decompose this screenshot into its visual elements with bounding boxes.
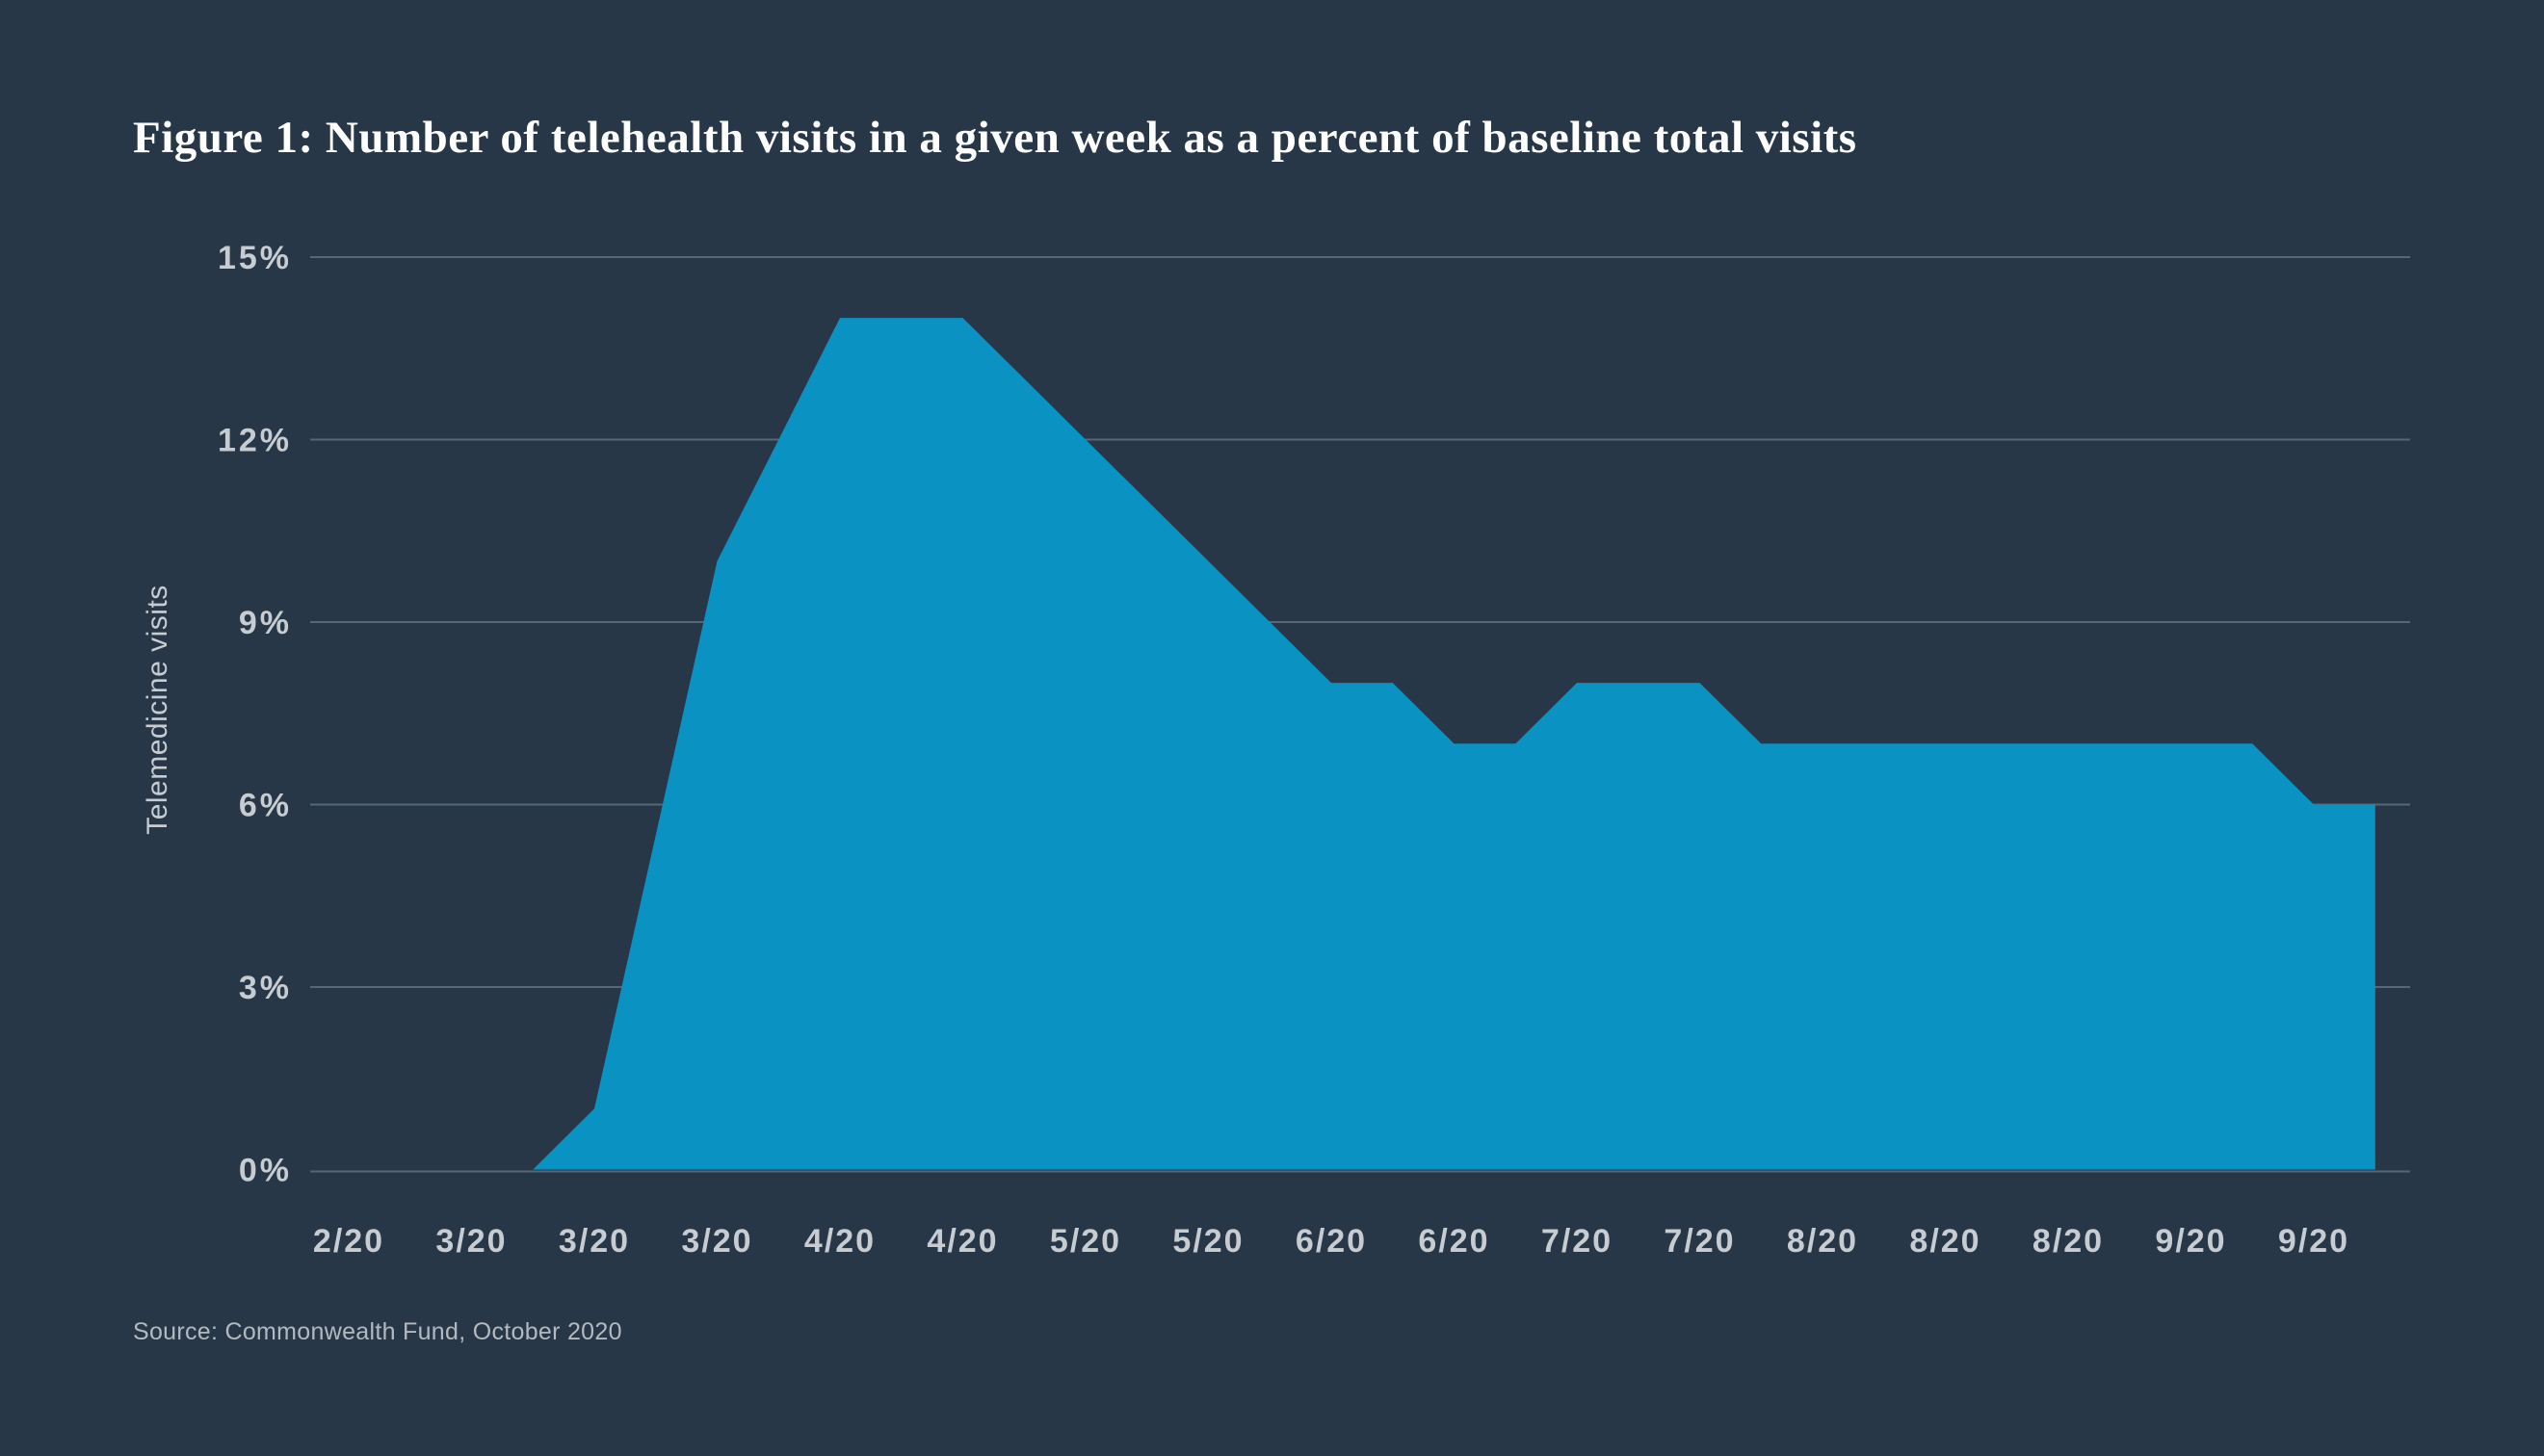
telehealth-area-series (349, 318, 2375, 1170)
x-tick-label-10: 7/20 (1541, 1223, 1613, 1260)
x-tick-label-14: 8/20 (2033, 1223, 2104, 1260)
x-tick-label-5: 4/20 (927, 1223, 998, 1260)
chart-title: Figure 1: Number of telehealth visits in… (133, 113, 1857, 163)
y-tick-label-6pct: 6% (239, 787, 292, 823)
source-note: Source: Commonwealth Fund, October 2020 (133, 1318, 622, 1345)
x-tick-label-16: 9/20 (2278, 1223, 2349, 1260)
area-series-layer (349, 318, 2375, 1170)
x-tick-label-4: 4/20 (804, 1223, 876, 1260)
x-tick-label-8: 6/20 (1296, 1223, 1367, 1260)
x-tick-label-11: 7/20 (1664, 1223, 1735, 1260)
y-tick-label-9pct: 9% (239, 605, 292, 641)
x-tick-label-6: 5/20 (1050, 1223, 1121, 1260)
y-tick-label-0pct: 0% (239, 1153, 292, 1189)
x-tick-label-15: 9/20 (2155, 1223, 2226, 1260)
x-tick-label-7: 5/20 (1172, 1223, 1244, 1260)
y-tick-label-3pct: 3% (239, 970, 292, 1006)
x-tick-label-1: 3/20 (435, 1223, 507, 1260)
x-tick-label-0: 2/20 (313, 1223, 384, 1260)
x-tick-label-9: 6/20 (1418, 1223, 1489, 1260)
y-tick-label-15pct: 15% (218, 240, 292, 276)
x-tick-label-3: 3/20 (681, 1223, 752, 1260)
x-tick-label-12: 8/20 (1787, 1223, 1858, 1260)
x-tick-labels: 2/20 3/20 3/20 3/20 4/20 4/20 5/20 5/20 6/20 6/20… (313, 1223, 2349, 1260)
y-tick-labels: 0% 3% 6% 9% 12% 15% (218, 240, 292, 1189)
x-tick-label-13: 8/20 (1909, 1223, 1980, 1260)
y-tick-label-12pct: 12% (218, 422, 292, 458)
x-tick-label-2: 3/20 (559, 1223, 630, 1260)
